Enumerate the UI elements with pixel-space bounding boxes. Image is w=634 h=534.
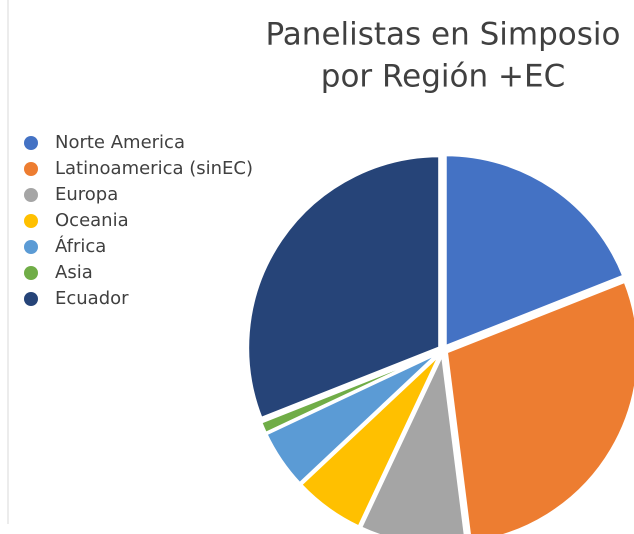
- pie-slice: [258, 350, 440, 436]
- legend-label: Europa: [55, 184, 118, 205]
- legend: Norte America Latinoamerica (sinEC) Europa…: [24, 132, 253, 309]
- legend-label: Oceania: [55, 210, 129, 231]
- legend-marker: [24, 292, 38, 306]
- pie-slice: [246, 154, 442, 421]
- legend-label: África: [55, 235, 106, 257]
- legend-label: Latinoamerica (sinEC): [55, 158, 253, 179]
- pie-slice: [444, 279, 634, 534]
- legend-marker: [24, 136, 38, 150]
- legend-marker: [24, 162, 38, 176]
- legend-marker: [24, 188, 38, 202]
- pie: [246, 153, 634, 534]
- legend-marker: [24, 240, 38, 254]
- legend-marker: [24, 266, 38, 280]
- pie-slice: [358, 348, 467, 534]
- legend-marker: [24, 214, 38, 228]
- legend-label: Ecuador: [55, 288, 129, 309]
- chart-title: Panelistas en Simposio: [266, 17, 621, 53]
- chart-title: por Región +EC: [321, 59, 565, 95]
- pie-slice: [443, 153, 626, 349]
- legend-label: Norte America: [55, 132, 185, 153]
- legend-label: Asia: [55, 262, 93, 283]
